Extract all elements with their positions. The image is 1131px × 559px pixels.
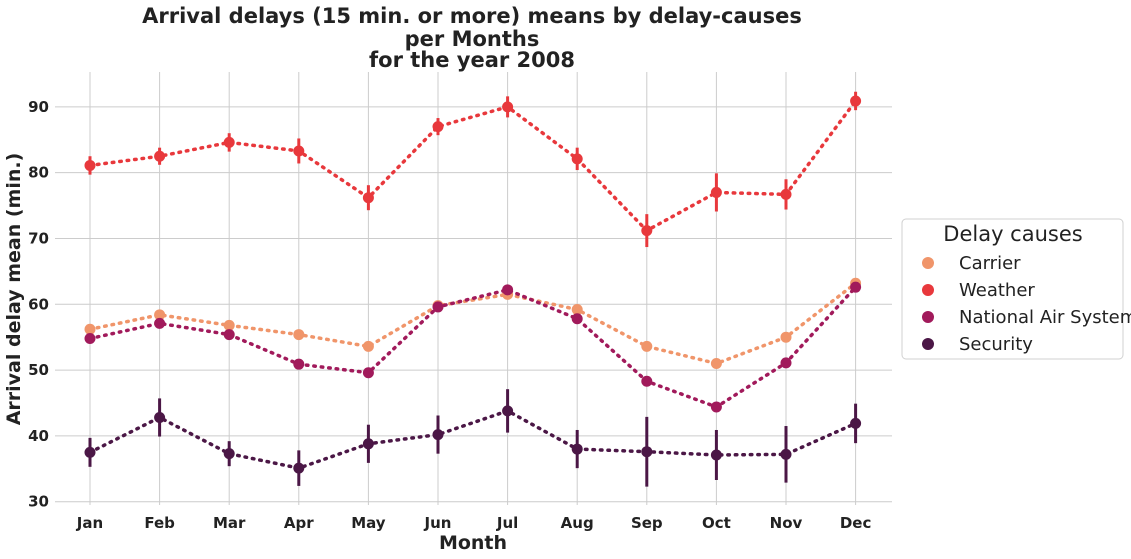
data-point (502, 284, 514, 296)
legend-marker (922, 284, 934, 296)
data-point (84, 446, 96, 458)
data-point (154, 317, 166, 329)
data-point (154, 411, 166, 423)
data-point (641, 225, 653, 237)
legend-item: Weather (922, 280, 1035, 301)
data-point (293, 145, 305, 157)
x-axis-ticks: Jan Feb Mar Apr May Jun Jul Aug Sep Oct Nov Dec (76, 514, 872, 532)
legend-marker (922, 338, 934, 350)
x-tick-label: Apr (284, 514, 314, 532)
data-point (710, 401, 722, 413)
data-point (641, 375, 653, 387)
legend-label: Carrier (959, 253, 1021, 274)
chart-title-line-3: for the year 2008 (369, 48, 575, 72)
data-point (84, 159, 96, 171)
legend-item: Carrier (922, 253, 1021, 274)
data-point (223, 448, 235, 460)
series-line (88, 99, 858, 233)
data-point (571, 304, 583, 316)
chart-title: Arrival delays (15 min. or more) means b… (142, 4, 802, 72)
y-tick-label: 90 (28, 98, 49, 116)
data-point (84, 323, 96, 335)
data-point (362, 340, 374, 352)
data-point (502, 405, 514, 417)
data-point (362, 438, 374, 450)
x-tick-label: Feb (144, 514, 175, 532)
legend: Delay causes Carrier Weather National Air … (901, 218, 1131, 360)
legend-marker (922, 257, 934, 269)
y-tick-label: 30 (28, 493, 49, 511)
data-point (362, 367, 374, 379)
series-line (88, 285, 858, 409)
data-point (850, 95, 862, 107)
chart-title-line-1: Arrival delays (15 min. or more) means b… (142, 4, 802, 28)
series-national-air-system (84, 281, 862, 413)
x-tick-label: Sep (631, 514, 663, 532)
data-point (502, 101, 514, 113)
data-point (223, 319, 235, 331)
y-tick-label: 60 (28, 295, 49, 313)
x-tick-label: May (351, 514, 386, 532)
grid (55, 72, 892, 505)
data-point (850, 281, 862, 293)
data-point (780, 357, 792, 369)
legend-box (901, 218, 1124, 360)
data-point (571, 443, 583, 455)
x-tick-label: Dec (840, 514, 872, 532)
data-point (641, 340, 653, 352)
data-point (710, 449, 722, 461)
series-line (88, 408, 858, 470)
data-point (432, 121, 444, 133)
legend-items: Carrier Weather National Air System Securit… (922, 253, 1131, 355)
data-point (780, 331, 792, 343)
x-tick-label: Jan (76, 514, 103, 532)
data-point (571, 313, 583, 325)
chart-title-line-2: per Months (405, 27, 540, 51)
data-point (641, 446, 653, 458)
data-point (293, 462, 305, 474)
data-point (154, 150, 166, 162)
data-point (223, 329, 235, 341)
data-point (362, 192, 374, 204)
data-point (154, 309, 166, 321)
x-tick-label: Nov (770, 514, 803, 532)
x-tick-label: Mar (213, 514, 246, 532)
data-point (84, 333, 96, 345)
data-point (293, 358, 305, 370)
data-point (780, 448, 792, 460)
legend-item: National Air System (922, 307, 1131, 328)
x-tick-label: Oct (702, 514, 731, 532)
legend-label: Security (959, 334, 1033, 355)
y-axis-label: Arrival delay mean (min.) (3, 153, 25, 426)
legend-label: Weather (959, 280, 1035, 301)
x-tick-label: Aug (561, 514, 594, 532)
data-point (571, 153, 583, 165)
y-tick-label: 40 (28, 427, 49, 445)
data-point (850, 417, 862, 429)
x-tick-label: Jul (496, 514, 518, 532)
data-point (432, 301, 444, 313)
data-point (223, 136, 235, 148)
legend-label: National Air System (959, 307, 1131, 328)
series-weather (84, 91, 862, 248)
data-point (710, 358, 722, 370)
series-carrier (84, 277, 862, 370)
legend-title: Delay causes (943, 222, 1082, 246)
data-point (432, 429, 444, 441)
x-axis-label: Month (439, 532, 507, 554)
series-layer (84, 91, 862, 487)
y-tick-label: 70 (28, 229, 49, 247)
x-tick-label: Jun (424, 514, 452, 532)
y-tick-label: 50 (28, 361, 49, 379)
series-security (84, 389, 862, 487)
data-point (780, 188, 792, 200)
data-point (293, 329, 305, 341)
y-axis-ticks: 30 40 50 60 70 80 90 (28, 98, 49, 511)
y-tick-label: 80 (28, 164, 49, 182)
legend-marker (922, 311, 934, 323)
data-point (710, 186, 722, 198)
legend-item: Security (922, 334, 1033, 355)
series-line (88, 281, 858, 366)
